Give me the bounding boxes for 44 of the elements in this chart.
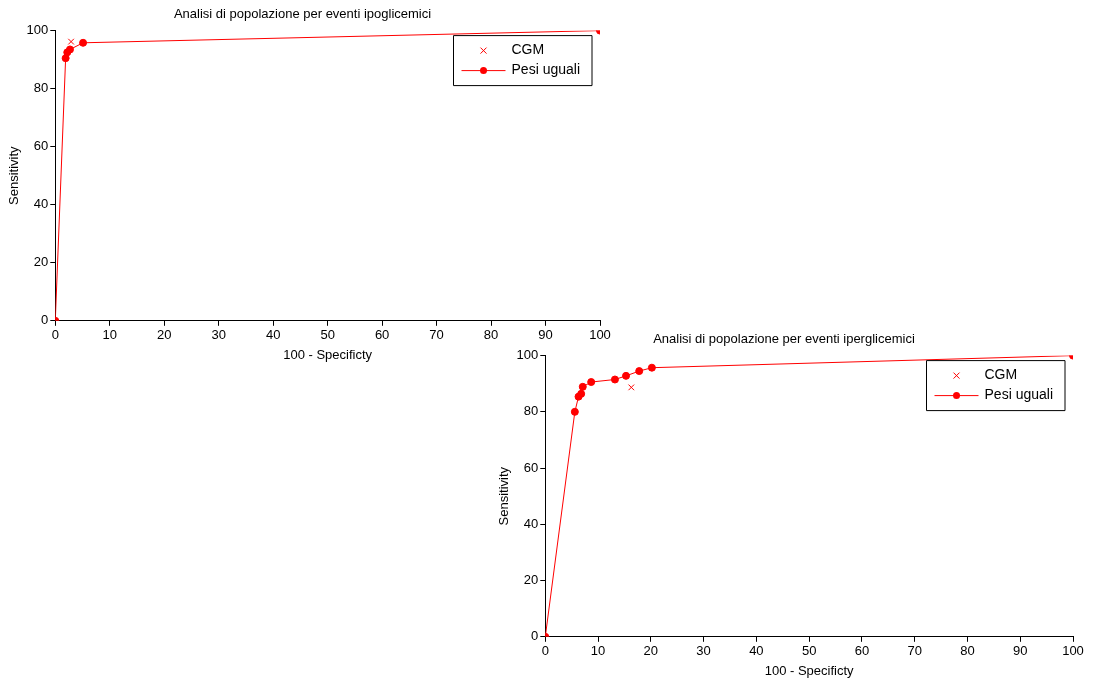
x-tick-label: 60 xyxy=(374,327,390,343)
x-tick-label: 20 xyxy=(643,643,659,659)
x-tick-label: 90 xyxy=(1012,643,1028,659)
y-tick-label: 20 xyxy=(523,572,539,588)
x-tick-label: 90 xyxy=(538,327,553,343)
y-tick-label: 60 xyxy=(523,459,539,475)
y-axis-title: Sensitivity xyxy=(496,466,512,526)
x-tick-label: 0 xyxy=(541,643,549,659)
y-tick-label: 80 xyxy=(33,80,49,96)
legend-label: Pesi uguali xyxy=(511,61,581,78)
x-tick-label: 30 xyxy=(696,643,711,659)
x-tick-label: 10 xyxy=(102,327,117,343)
y-tick-label: 60 xyxy=(33,138,49,154)
legend-label: CGM xyxy=(511,41,545,58)
x-tick-label: 70 xyxy=(907,643,922,659)
x-tick-label: 20 xyxy=(157,327,172,343)
legend-label: CGM xyxy=(984,366,1018,383)
y-tick-label: 100 xyxy=(516,347,539,363)
y-tick-label: 40 xyxy=(523,515,539,531)
y-tick-label: 100 xyxy=(26,22,49,38)
x-tick-label: 80 xyxy=(960,643,975,659)
y-tick-label: 40 xyxy=(33,196,49,212)
x-axis-title: 100 - Specificty xyxy=(764,662,855,678)
legend-label: Pesi uguali xyxy=(984,386,1054,403)
x-tick-label: 70 xyxy=(429,327,444,343)
chart-title: Analisi di popolazione per eventi iperglicemici xyxy=(653,331,915,347)
x-tick-label: 0 xyxy=(51,327,59,343)
chart-title: Analisi di popolazione per eventi ipoglicemici xyxy=(173,6,432,22)
x-tick-label: 80 xyxy=(483,327,499,343)
x-tick-label: 60 xyxy=(854,643,870,659)
x-tick-label: 100 xyxy=(1062,643,1084,659)
y-axis-title: Sensitivity xyxy=(6,145,22,205)
x-tick-label: 40 xyxy=(265,327,281,343)
x-axis-title: 100 - Specificty xyxy=(283,346,373,362)
x-tick-label: 50 xyxy=(320,327,335,343)
x-tick-label: 10 xyxy=(590,643,606,659)
y-tick-label: 80 xyxy=(523,403,539,419)
x-tick-label: 50 xyxy=(801,643,817,659)
x-tick-label: 100 xyxy=(589,327,611,343)
y-tick-label: 20 xyxy=(33,254,49,270)
x-tick-label: 30 xyxy=(211,327,226,343)
y-tick-label: 0 xyxy=(531,628,539,644)
y-tick-label: 0 xyxy=(41,312,49,328)
x-tick-label: 40 xyxy=(749,643,764,659)
